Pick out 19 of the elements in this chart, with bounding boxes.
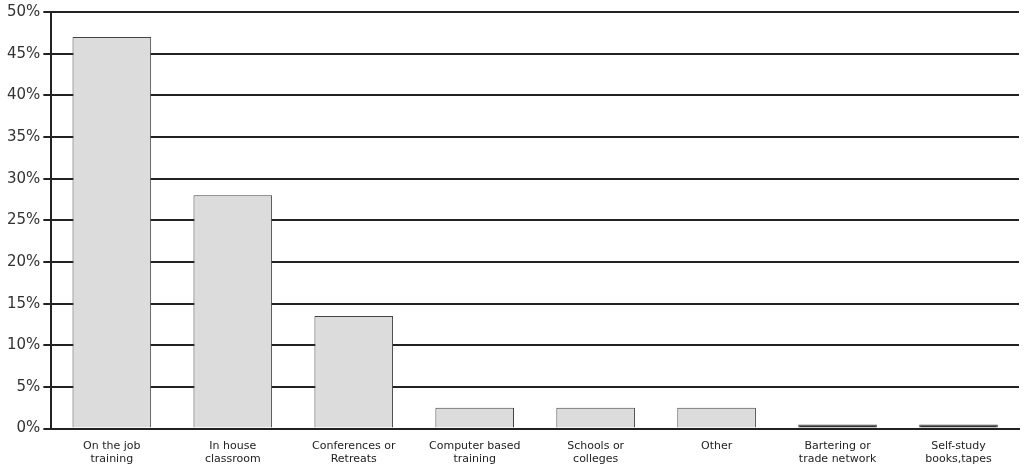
x-tick-label: Schools or colleges [567, 439, 625, 466]
y-tick-label: 10% [7, 335, 41, 354]
y-tick-label: 45% [7, 43, 41, 62]
y-tick-label: 15% [7, 293, 41, 312]
y-tick-label: 20% [7, 251, 41, 270]
y-tick-label: 25% [7, 210, 41, 229]
x-tick-label: Self-study books,tapes [925, 439, 993, 466]
y-tick-label: 30% [7, 168, 41, 187]
x-tick-label: Conferences or Retreats [312, 439, 396, 466]
y-tick-label: 50% [7, 1, 41, 20]
y-tick-label: 35% [7, 126, 41, 145]
x-tick-label: Other [700, 439, 733, 453]
x-tick-label: In house classroom [204, 439, 261, 466]
y-tick-label: 0% [16, 418, 41, 437]
x-tick-label: Computer based training [429, 439, 521, 466]
y-tick-label: 40% [7, 85, 41, 104]
y-tick-label: 5% [16, 376, 41, 395]
x-tick-label: On the job training [83, 439, 141, 466]
x-tick-label: Bartering or trade network [798, 439, 877, 466]
